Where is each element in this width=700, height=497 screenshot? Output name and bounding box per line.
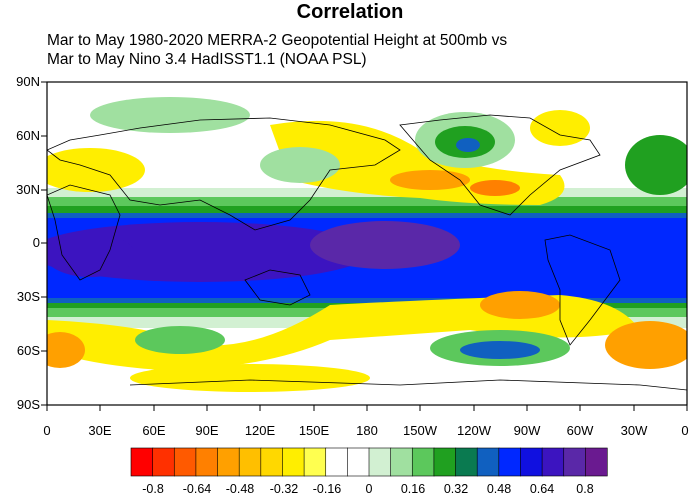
- colorbar-swatch: [325, 447, 348, 477]
- colorbar-swatch: [368, 447, 392, 477]
- x-tick-label: 30W: [620, 423, 648, 438]
- colorbar-label: -0.16: [312, 482, 342, 496]
- colorbar-swatch: [238, 447, 262, 477]
- y-tick-label: 90N: [16, 74, 40, 89]
- colorbar-label: 0.64: [529, 482, 555, 496]
- colorbar-label: -0.64: [182, 482, 212, 496]
- colorbar-swatch: [433, 447, 457, 477]
- field-core-indian: [47, 222, 370, 282]
- x-tick-label: 30E: [88, 423, 112, 438]
- colorbar-label: 0.48: [486, 482, 512, 496]
- colorbar-label: 0.16: [400, 482, 426, 496]
- subtitle-line-1: Mar to May 1980-2020 MERRA-2 Geopotentia…: [47, 32, 508, 49]
- colorbar-swatch: [303, 447, 327, 477]
- colorbar-label: 0.32: [443, 482, 469, 496]
- x-tick-label: 120W: [457, 423, 491, 438]
- x-tick-label: 150E: [298, 423, 330, 438]
- y-tick-label: 30N: [16, 182, 40, 197]
- subtitle-line-2: Mar to May Nino 3.4 HadISST1.1 (NOAA PSL…: [47, 51, 367, 68]
- x-tick-label: 0: [681, 423, 689, 438]
- x-tick-label: 150W: [403, 423, 437, 438]
- colorbar-swatch: [195, 447, 219, 477]
- field-south-indian-neg: [135, 326, 225, 354]
- field-max-b: [470, 180, 520, 196]
- colorbar-swatch: [563, 447, 586, 477]
- colorbar-swatch: [520, 447, 543, 477]
- field-siberia-neg: [90, 97, 250, 133]
- plot-title: Correlation: [296, 1, 404, 23]
- colorbar-swatch: [173, 447, 197, 477]
- field-africa-north-positive: [47, 148, 145, 192]
- colorbar-label: 0.8: [576, 482, 594, 496]
- colorbar-swatch: [498, 447, 522, 477]
- colorbar-swatch: [217, 447, 240, 477]
- colorbar-swatch: [476, 447, 500, 477]
- x-tick-label: 90W: [513, 423, 541, 438]
- colorbar-swatch: [260, 447, 284, 477]
- y-tick-label: 30S: [16, 289, 40, 304]
- x-tick-label: 90E: [195, 423, 219, 438]
- field-npac-neg-center: [456, 138, 480, 152]
- colorbar-label: 0: [365, 482, 373, 496]
- y-tick-label: 60S: [16, 343, 40, 358]
- colorbar-label: -0.32: [269, 482, 299, 496]
- field-max-a: [390, 170, 470, 190]
- x-tick-label: 0: [43, 423, 51, 438]
- field-south-max: [480, 291, 560, 319]
- colorbar-label: -0.8: [142, 482, 164, 496]
- colorbar-swatch: [390, 447, 413, 477]
- colorbar-swatch: [152, 447, 175, 477]
- field-south-pacific-neg-core: [460, 341, 540, 359]
- field-atlantic-neg: [625, 135, 687, 195]
- x-tick-label: 180: [356, 423, 378, 438]
- field-core-africa: [47, 233, 135, 277]
- tick-marks: [41, 81, 688, 411]
- field-antarctic-positive: [130, 364, 370, 392]
- x-tick-label: 120E: [244, 423, 276, 438]
- colorbar: [130, 447, 608, 477]
- field-asia-green: [260, 147, 340, 183]
- y-tick-label: 60N: [16, 128, 40, 143]
- field-greenland-positive: [530, 110, 590, 146]
- x-tick-label: 60E: [142, 423, 166, 438]
- coastlines: [47, 114, 687, 391]
- field-southwest-max: [47, 332, 85, 368]
- y-tick-label: 0: [32, 235, 40, 250]
- correlation-field: [47, 82, 687, 405]
- colorbar-swatch: [347, 447, 370, 477]
- colorbar-swatch: [282, 447, 305, 477]
- field-southeast-max: [605, 321, 687, 369]
- colorbar-swatch: [130, 447, 154, 477]
- colorbar-swatch: [455, 447, 478, 477]
- colorbar-swatch: [585, 447, 608, 477]
- colorbar-swatch: [411, 447, 435, 477]
- y-tick-label: 90S: [16, 397, 40, 412]
- colorbar-swatch: [541, 447, 565, 477]
- x-tick-label: 60W: [566, 423, 594, 438]
- colorbar-label: -0.48: [225, 482, 255, 496]
- field-core-pacific: [310, 221, 460, 269]
